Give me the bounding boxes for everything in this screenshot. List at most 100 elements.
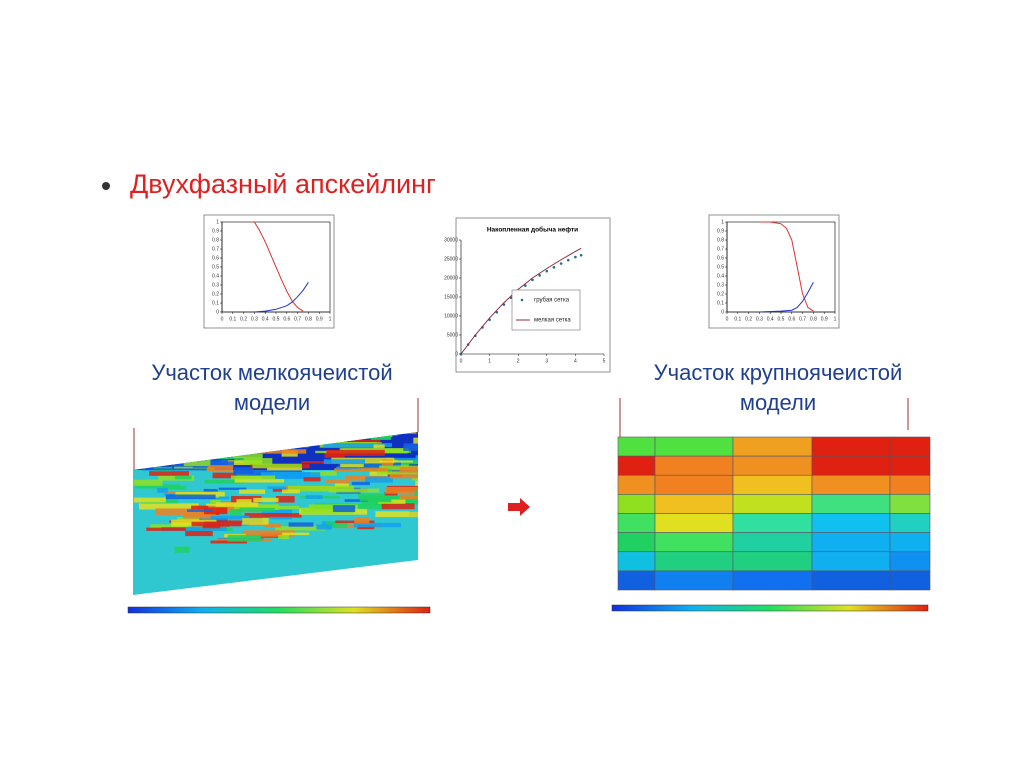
stripe [275,526,326,531]
stripe [408,497,418,501]
y-tick-label: 0 [455,351,458,357]
cell [889,513,931,533]
stripe [334,503,390,510]
stripe [156,448,220,456]
curve [254,282,309,313]
x-tick-label: 0.9 [316,316,323,322]
stripe [215,502,259,507]
stripe [282,489,300,494]
stripe [191,521,242,527]
stripe [399,494,418,500]
curve [460,247,582,355]
y-tick-label: 1 [216,219,219,225]
x-tick-label: 0.5 [778,316,785,322]
x-tick-label: 0.3 [756,316,763,322]
stripe [370,434,391,440]
cell [811,474,891,495]
stripe [351,481,370,486]
legend-label: грубая сетка [534,298,570,304]
y-tick-label: 1 [721,219,724,225]
cell [811,494,891,514]
cell [654,551,734,572]
x-tick-label: 0.2 [745,316,752,322]
point [531,278,534,282]
stripe [210,540,248,544]
cell [811,532,891,553]
stripe [288,522,314,527]
stripe [165,494,216,500]
stripe [303,477,321,482]
y-tick-label: 0.6 [717,255,724,261]
x-tick-label: 0.4 [767,316,774,322]
cell [617,494,656,514]
stripe [336,466,362,469]
cell [889,494,931,514]
stripe [384,491,398,496]
y-tick-label: 0.8 [717,237,724,243]
stripe [304,426,351,429]
cell [617,551,656,572]
cell [811,513,891,533]
stripe [401,427,429,430]
stripe [325,522,347,528]
stripe [242,518,269,525]
stripe [201,515,250,520]
stripe [403,443,418,449]
stripe [178,453,238,460]
colorbar [127,606,431,614]
x-tick-label: 0.5 [273,316,280,322]
x-tick-label: 0.6 [283,316,290,322]
stripe [307,435,333,440]
point [566,258,570,262]
stripe [305,495,323,499]
stripe [180,455,201,459]
y-tick-label: 0.1 [717,300,724,306]
chart-frame [708,214,840,329]
stripe [159,456,171,462]
stripe [157,457,191,464]
stripe [359,496,372,502]
x-tick-label: 0.8 [305,316,312,322]
stripe [174,546,190,553]
stripe [162,485,187,490]
stripe [179,449,225,454]
stripe [264,432,326,437]
stripe [252,442,298,448]
stripe [133,497,167,503]
stripe [195,449,222,457]
stripe [155,508,216,516]
cell [732,570,813,591]
stripe [187,509,213,512]
y-tick-label: 10000 [444,313,458,319]
stripe [198,505,262,513]
stripe [418,410,429,413]
cell [617,455,656,476]
stripe [149,471,189,476]
cell [889,455,931,476]
y-tick-label: 0 [721,309,724,315]
stripe [329,432,384,437]
stripe [261,472,321,480]
stripe [220,440,235,445]
y-tick-label: 0.6 [212,255,219,261]
stripe [413,437,418,444]
stripe [334,483,349,487]
charts: 0 0.1 0.2 0.3 0.4 0.5 0.6 0.7 0.8 0.9 100.10.20.30… [203,214,840,373]
stripe [414,490,418,496]
stripe [244,513,302,518]
stripe [206,503,225,506]
stripe [234,504,279,511]
y-tick-label: 0.2 [212,291,219,297]
cell [617,436,656,457]
x-tick-label: 0 [460,358,463,364]
stripe [236,449,307,454]
stripe [221,460,263,466]
stripe [214,520,264,523]
stripe [291,427,320,431]
stripe [359,417,415,421]
stripe [376,471,418,475]
stripe [415,455,418,461]
y-tick-label: 0.9 [212,228,219,234]
stripe [415,480,418,487]
cell [732,551,813,572]
